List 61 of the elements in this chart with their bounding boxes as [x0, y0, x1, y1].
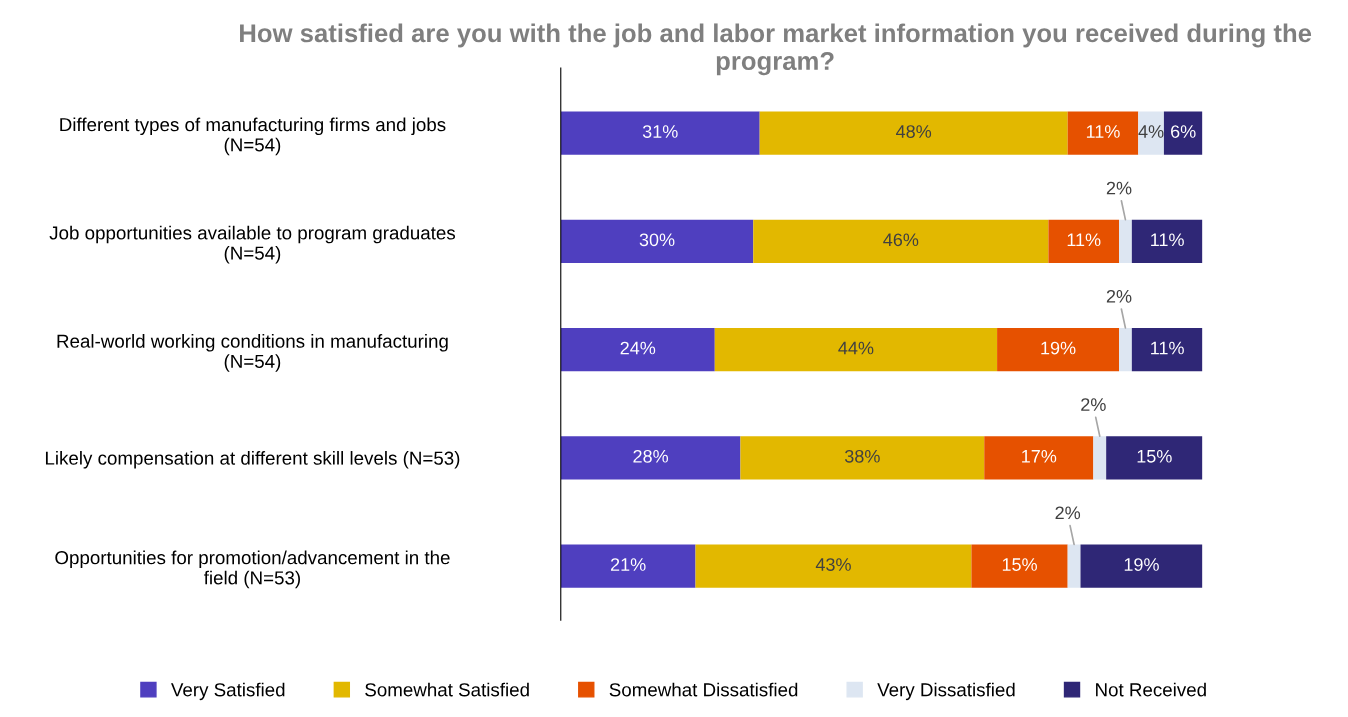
legend-label: Very Satisfied	[171, 682, 285, 701]
data-label: 11%	[1086, 125, 1120, 138]
bar	[560, 327, 715, 372]
bar	[1080, 544, 1203, 588]
data-label: 46%	[883, 233, 919, 247]
data-label: 4%	[1138, 125, 1164, 138]
data-label: 2%	[1081, 398, 1106, 411]
bar	[1163, 111, 1203, 155]
bar	[1119, 327, 1132, 372]
bar	[1131, 219, 1203, 263]
bar	[971, 544, 1068, 588]
bar	[984, 436, 1094, 480]
data-label: 28%	[633, 449, 669, 463]
data-label: 6%	[1171, 125, 1196, 138]
bar	[714, 327, 998, 372]
data-label: 2%	[1106, 289, 1132, 303]
bar	[560, 436, 741, 480]
data-label: 38%	[844, 449, 880, 463]
y-tick-label: Likely compensation at different skill levels (N=53)	[45, 451, 460, 469]
legend-label: Somewhat Dissatisfied	[609, 682, 798, 697]
bar	[1067, 111, 1139, 155]
data-label: 44%	[838, 341, 874, 355]
data-label: 15%	[1002, 558, 1037, 571]
data-label: 19%	[1124, 558, 1159, 571]
bar	[1119, 219, 1132, 263]
data-label: 2%	[1055, 506, 1081, 520]
data-label: 43%	[815, 558, 851, 571]
bar	[1106, 436, 1203, 480]
y-tick-label: Different types of manufacturing firms and jobs (N=54)	[60, 117, 446, 156]
data-label: 11%	[1151, 341, 1184, 355]
data-label: 2%	[1106, 181, 1132, 195]
bar	[1138, 111, 1164, 155]
bar	[1048, 219, 1119, 263]
data-label: 17%	[1022, 449, 1057, 463]
data-label: 31%	[642, 125, 678, 138]
data-label: 48%	[896, 125, 932, 138]
bar	[1131, 327, 1203, 372]
data-label: 24%	[620, 341, 656, 355]
bar	[560, 219, 754, 263]
bar	[1067, 544, 1081, 588]
y-tick-label: Real-world working conditions in manufacturing (N=54)	[57, 334, 448, 372]
data-label: 19%	[1041, 341, 1076, 355]
data-label: 21%	[610, 558, 646, 571]
bar	[759, 111, 1068, 155]
bar	[560, 111, 760, 155]
bar	[695, 544, 972, 588]
legend-label: Somewhat Satisfied	[365, 682, 529, 697]
data-label: 11%	[1151, 233, 1184, 247]
bar	[560, 544, 696, 588]
data-label: 30%	[639, 233, 675, 247]
bar	[997, 327, 1119, 372]
bar	[753, 219, 1049, 263]
y-tick-label: Opportunities for promotion/advancement in the field (N=53)	[55, 550, 450, 589]
bar	[1093, 436, 1107, 480]
data-label: 15%	[1137, 449, 1172, 463]
data-label: 11%	[1067, 233, 1101, 247]
y-tick-label: Job opportunities available to program graduates (N=54)	[49, 225, 456, 264]
chart-title: How satisfied are you with the job and labor market information you received during the program?	[240, 23, 1312, 76]
legend-label: Very Dissatisfied	[877, 682, 1015, 701]
bar	[740, 436, 985, 480]
legend-label: Not Received	[1096, 682, 1206, 697]
